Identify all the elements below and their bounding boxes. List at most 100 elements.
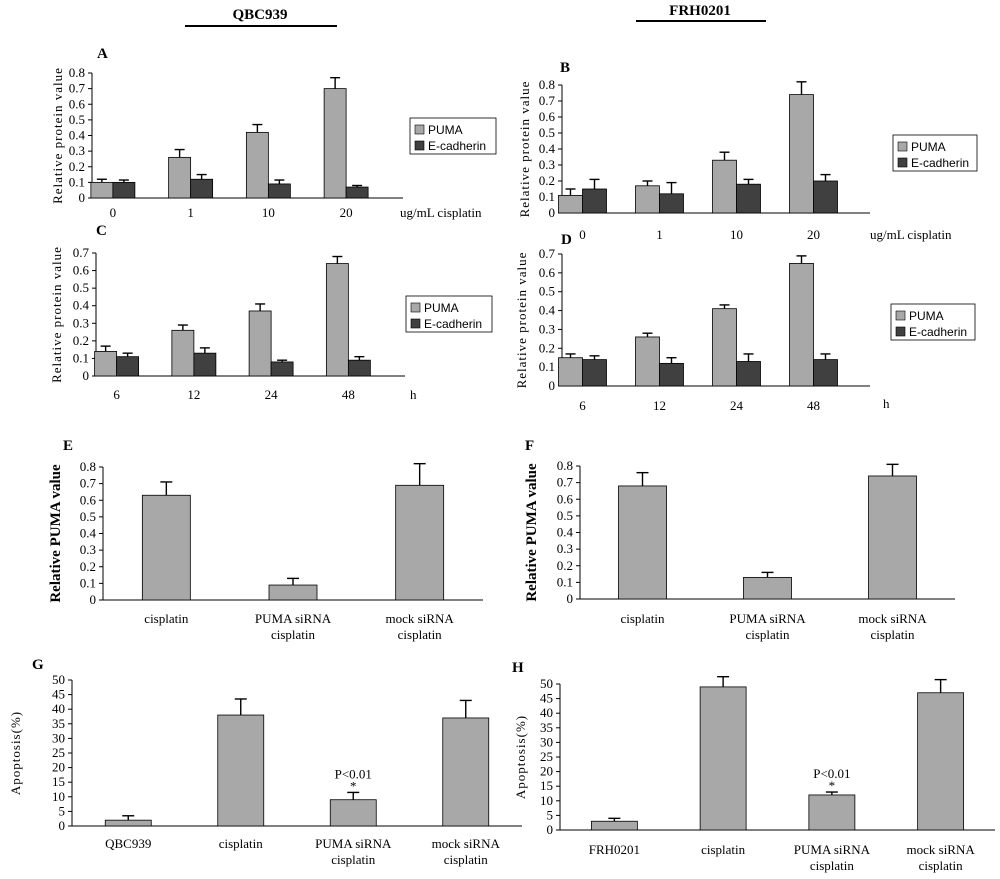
y-tick-label: 0.4 [557, 525, 574, 540]
significance-star: * [350, 778, 357, 793]
x-tick-label: 10 [730, 227, 743, 242]
y-tick-label: 0.6 [539, 265, 556, 280]
y-tick-label: 0.3 [557, 541, 573, 556]
bar-e-cadherin [736, 183, 761, 214]
bar-e-cadherin [813, 359, 838, 387]
bar-e-cadherin [270, 361, 294, 377]
bar-puma [789, 263, 814, 387]
bar-apoptosis [590, 820, 638, 831]
y-tick-label: 15 [540, 778, 553, 793]
significance-label: P<0.01 [813, 766, 850, 781]
y-tick-label: 30 [540, 734, 553, 749]
y-tick-label: 0.2 [73, 333, 89, 348]
bar-e-cadherin [582, 188, 607, 214]
y-tick-label: 0.5 [69, 112, 85, 127]
legend-label: PUMA [909, 309, 944, 323]
y-tick-label: 0.5 [73, 280, 89, 295]
y-tick-label: 0.4 [80, 526, 97, 541]
panel-letter: E [63, 438, 73, 454]
legend-swatch [895, 326, 906, 337]
y-axis-label: Relative protein value [514, 252, 529, 389]
bar-puma [395, 484, 445, 601]
legend-swatch [414, 124, 425, 135]
y-tick-label: 0 [567, 591, 574, 606]
x-tick-label: PUMA siRNA [729, 611, 806, 626]
panel-letter: H [512, 660, 524, 676]
y-tick-label: 0.6 [73, 263, 90, 278]
bar-apoptosis [329, 799, 377, 827]
y-tick-label: 0.2 [80, 559, 96, 574]
x-tick-label: 1 [187, 205, 194, 220]
x-tick-label: 1 [656, 227, 663, 242]
legend-swatch [897, 141, 908, 152]
y-tick-label: 0.5 [539, 125, 555, 140]
bar-puma [268, 584, 318, 601]
x-tick-label: cisplatin [271, 627, 316, 642]
y-tick-label: 0.1 [80, 575, 96, 590]
y-axis-label: Apoptosis(%) [513, 715, 528, 799]
y-tick-label: 0 [83, 368, 90, 383]
panel-letter: F [525, 438, 534, 454]
y-tick-label: 20 [540, 764, 553, 779]
legend-box [409, 117, 497, 155]
x-tick-label: cisplatin [620, 611, 665, 626]
legend-swatch [410, 318, 421, 329]
y-tick-label: 0.7 [69, 81, 86, 96]
x-tick-label: mock siRNA [858, 611, 927, 626]
y-tick-label: 0.7 [539, 93, 556, 108]
panel-letter: D [561, 232, 572, 248]
legend-swatch [410, 302, 421, 313]
bar-puma [558, 357, 583, 387]
bar-puma [141, 494, 191, 601]
bar-puma [323, 88, 347, 199]
y-tick-label: 0 [547, 822, 554, 837]
bar-puma [743, 576, 792, 600]
y-tick-label: 40 [540, 705, 553, 720]
y-tick-label: 0.7 [557, 475, 574, 490]
chart-panel-c: C 0 0.1 0.2 0.3 0.4 0.5 0.6 0.7 Relative protein … [49, 223, 493, 402]
y-tick-label: 0 [90, 592, 97, 607]
bar-apoptosis [699, 686, 747, 831]
x-tick-label: mock siRNA [907, 842, 976, 857]
bar-puma [868, 475, 917, 600]
x-tick-label: cisplatin [219, 836, 264, 851]
y-tick-label: 0.1 [539, 189, 555, 204]
y-tick-label: 0.5 [539, 284, 555, 299]
legend-label: PUMA [424, 301, 459, 315]
x-tick-label: mock siRNA [386, 611, 455, 626]
x-unit-label: h [883, 396, 890, 411]
bar-e-cadherin [345, 186, 369, 199]
y-tick-label: 0.2 [69, 159, 85, 174]
x-tick-label: 24 [730, 398, 744, 413]
y-tick-label: 0.5 [80, 509, 96, 524]
x-tick-label: cisplatin [331, 852, 376, 867]
legend-label: E-cadherin [428, 139, 486, 153]
x-tick-label: cisplatin [144, 611, 189, 626]
bar-e-cadherin [347, 359, 371, 377]
y-tick-label: 25 [52, 745, 65, 760]
legend-label: E-cadherin [911, 156, 969, 170]
y-tick-label: 40 [52, 701, 65, 716]
bar-e-cadherin [582, 359, 607, 387]
y-tick-label: 0.4 [69, 128, 86, 143]
y-tick-label: 20 [52, 760, 65, 775]
x-tick-label: FRH0201 [589, 842, 640, 857]
legend-box [405, 295, 493, 333]
chart-panel-d: D 0 0.1 0.2 0.3 0.4 0.5 0.6 0.7 Relative protein … [514, 232, 976, 413]
y-tick-label: 0.8 [80, 459, 96, 474]
bar-puma [168, 156, 192, 199]
y-tick-label: 0.4 [539, 303, 556, 318]
x-tick-label: 48 [807, 398, 820, 413]
bar-e-cadherin [193, 352, 217, 377]
y-tick-label: 0 [79, 190, 86, 205]
panel-letter: A [97, 46, 108, 62]
y-tick-label: 0.7 [80, 476, 97, 491]
y-axis-label: Relative protein value [50, 67, 65, 204]
x-tick-label: 20 [340, 205, 353, 220]
y-tick-label: 0.7 [539, 246, 556, 261]
x-unit-label: h [410, 387, 417, 402]
legend-label: PUMA [428, 123, 463, 137]
y-tick-label: 0.2 [557, 558, 573, 573]
